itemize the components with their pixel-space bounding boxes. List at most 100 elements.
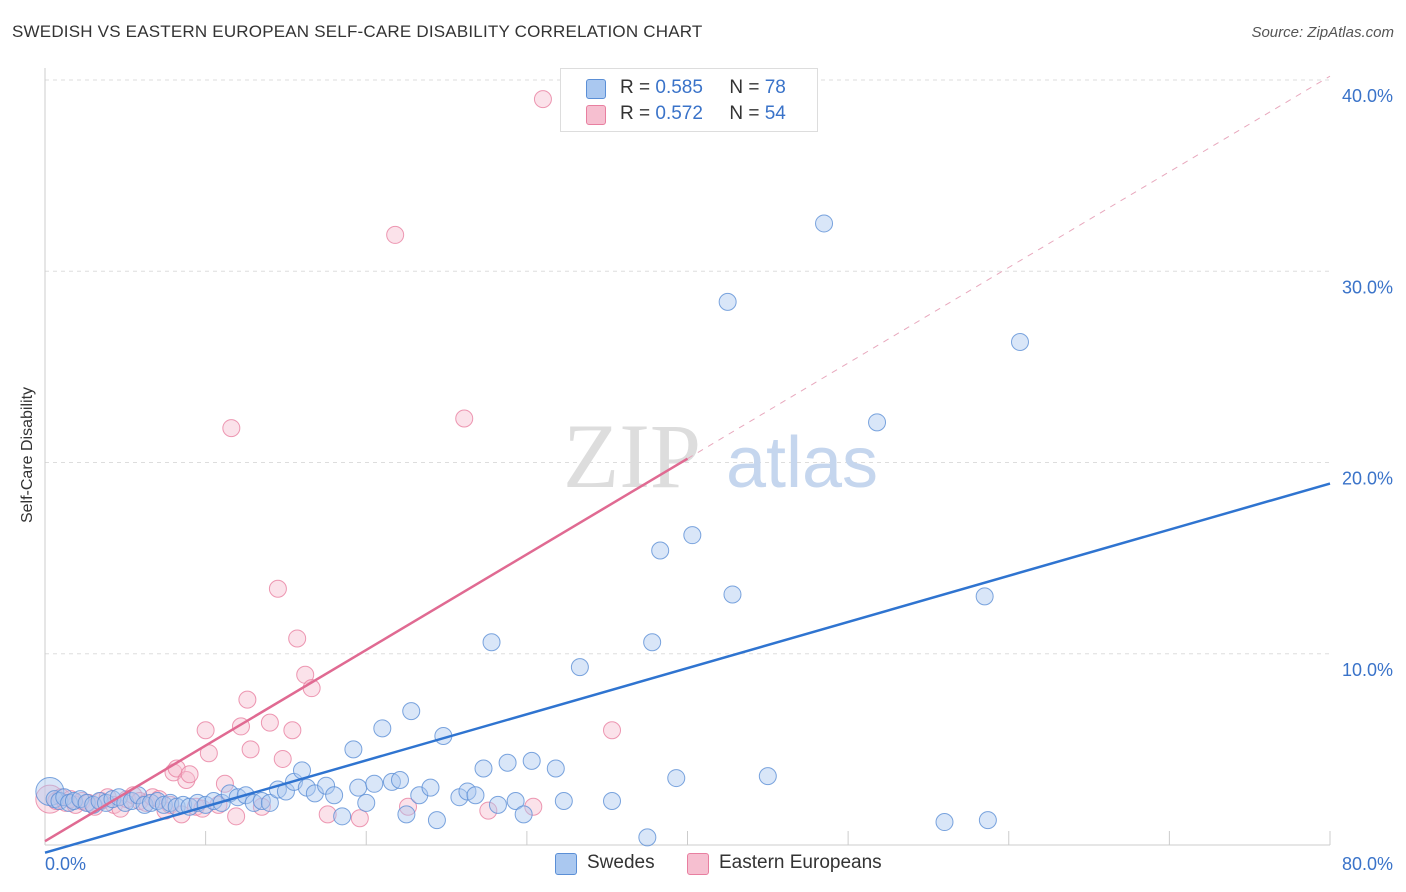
eastern-point	[268, 579, 287, 598]
swede-point	[325, 786, 344, 805]
eastern-point	[241, 740, 260, 759]
swedes-trend-line	[44, 482, 1331, 854]
eastern-point	[222, 419, 241, 438]
x-tick-label: 0.0%	[45, 854, 86, 874]
legend-r-label: R =	[620, 77, 651, 98]
bottom-legend-label-swedes: Swedes	[587, 852, 655, 873]
swede-point	[474, 759, 493, 778]
swede-point	[488, 795, 507, 814]
swede-point	[427, 811, 446, 830]
swede-point	[667, 769, 686, 788]
legend-r-value-eastern: 0.572	[655, 103, 703, 124]
legend-n-value-eastern: 54	[764, 103, 786, 124]
swede-point	[349, 778, 368, 797]
y-tick-label: 30.0%	[1342, 277, 1393, 297]
swede-point	[365, 774, 384, 793]
swede-point	[402, 702, 421, 721]
swede-point	[390, 770, 409, 789]
swede-point	[421, 778, 440, 797]
swede-point	[978, 811, 997, 830]
eastern-point	[603, 721, 622, 740]
chart-title: SWEDISH VS EASTERN EUROPEAN SELF-CARE DI…	[12, 22, 703, 41]
watermark-zip: ZIP	[563, 405, 701, 507]
eastern-point	[238, 690, 257, 709]
legend-n-value-swedes: 78	[764, 77, 786, 98]
swede-point	[603, 792, 622, 811]
swede-point	[466, 786, 485, 805]
swede-point	[482, 633, 501, 652]
y-tick-label: 40.0%	[1342, 86, 1393, 106]
swede-point	[975, 587, 994, 606]
eastern-point	[399, 797, 418, 816]
x-ticks	[205, 831, 1331, 845]
eastern-point	[227, 807, 246, 826]
eastern-point	[533, 90, 552, 109]
eastern-point	[196, 721, 215, 740]
swede-point	[723, 585, 742, 604]
eastern-point	[318, 805, 337, 824]
swede-point	[815, 214, 834, 233]
bottom-legend-label-eastern: Eastern Europeans	[719, 852, 882, 873]
swede-point	[651, 541, 670, 560]
eastern-trend-line	[44, 457, 689, 843]
gridlines	[45, 79, 1330, 655]
eastern-point	[479, 801, 498, 820]
y-tick-label: 20.0%	[1342, 469, 1393, 489]
legend-n-label: N =	[729, 103, 760, 124]
legend-r-label: R =	[620, 103, 651, 124]
source-label: Source: ZipAtlas.com	[1251, 24, 1394, 41]
watermark: ZIP atlas	[563, 405, 878, 507]
eastern-point	[180, 765, 199, 784]
swede-point	[514, 805, 533, 824]
swede-point	[498, 753, 517, 772]
bottom-legend-swatch-swedes	[555, 853, 577, 875]
swede-point	[554, 792, 573, 811]
swede-point	[373, 719, 392, 738]
eastern-point	[350, 809, 369, 828]
legend-r-value-swedes: 0.585	[655, 77, 703, 98]
eastern-europeans-points	[35, 90, 622, 828]
x-tick-labels: 0.0% 80.0%	[45, 854, 1393, 874]
bottom-legend-swatch-eastern	[687, 853, 709, 875]
eastern-point	[524, 797, 543, 816]
eastern-point	[260, 713, 279, 732]
eastern-trend-extension	[687, 75, 1331, 460]
eastern-point	[288, 629, 307, 648]
swede-point	[718, 292, 737, 311]
swede-point	[35, 776, 65, 806]
swede-point	[546, 759, 565, 778]
legend-swatch-swedes	[586, 79, 606, 99]
swede-point	[638, 828, 657, 847]
correlation-legend: R = 0.585 N = 78 R = 0.572 N = 54	[560, 68, 818, 132]
eastern-point	[177, 770, 196, 789]
legend-n-label: N =	[729, 77, 760, 98]
swedes-points	[35, 214, 1029, 847]
eastern-point	[283, 721, 302, 740]
swede-point	[683, 526, 702, 545]
y-tick-labels: 10.0% 20.0% 30.0% 40.0%	[1342, 86, 1393, 680]
legend-swatch-eastern	[586, 105, 606, 125]
trend-lines	[44, 75, 1331, 854]
swede-point	[758, 767, 777, 786]
eastern-point	[455, 409, 474, 428]
swede-point	[333, 807, 352, 826]
swede-point	[357, 793, 376, 812]
swede-point	[868, 413, 887, 432]
swede-point	[506, 792, 525, 811]
swede-point	[522, 751, 541, 770]
eastern-point	[273, 749, 292, 768]
swede-point	[344, 740, 363, 759]
swede-point	[55, 788, 74, 807]
swede-point	[397, 805, 416, 824]
swede-point	[935, 813, 954, 832]
swede-point	[1010, 333, 1029, 352]
swede-point	[643, 633, 662, 652]
eastern-point	[215, 774, 234, 793]
y-tick-label: 10.0%	[1342, 660, 1393, 680]
x-tick-label: 80.0%	[1342, 854, 1393, 874]
watermark-atlas: atlas	[726, 423, 878, 503]
eastern-point	[386, 225, 405, 244]
swede-point	[570, 658, 589, 677]
swede-point	[260, 793, 279, 812]
